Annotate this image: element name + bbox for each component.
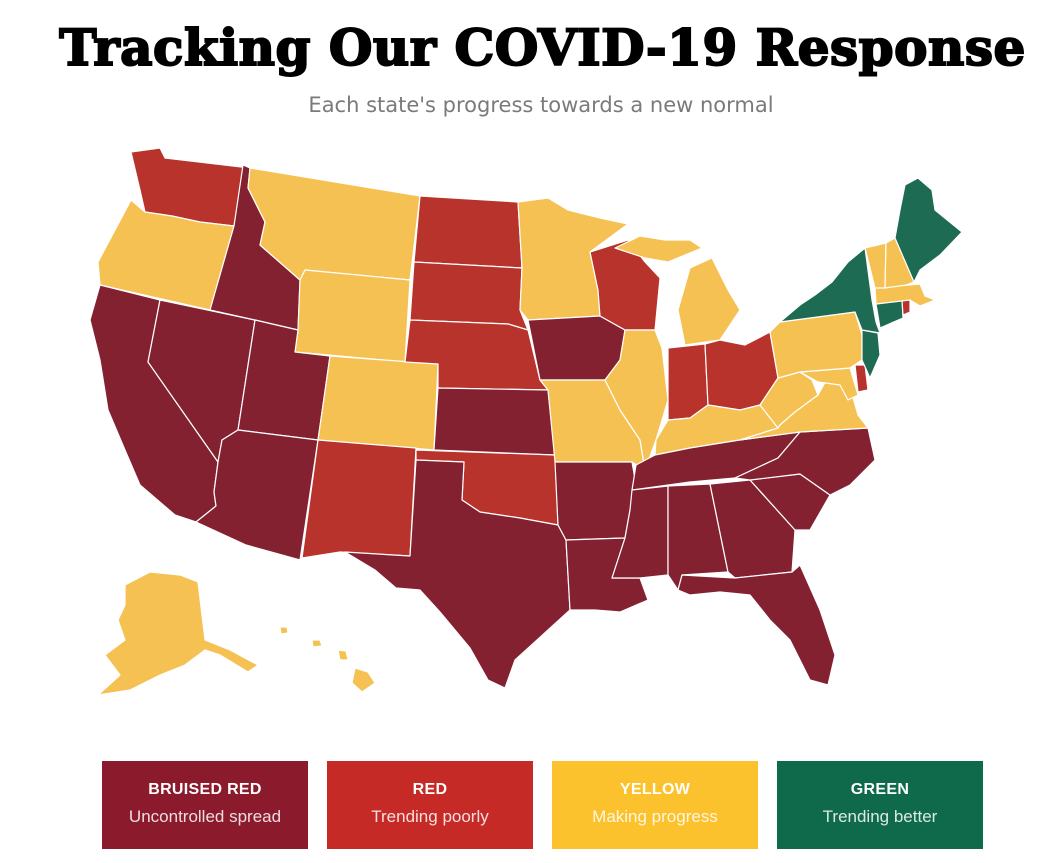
legend-description: Making progress xyxy=(592,807,718,826)
legend-title: YELLOW xyxy=(619,781,691,798)
state-connecticut[interactable] xyxy=(875,299,904,329)
state-delaware[interactable] xyxy=(854,364,869,393)
us-state-map xyxy=(89,147,963,696)
legend-title: RED xyxy=(412,781,448,798)
state-new-hampshire[interactable] xyxy=(884,237,915,289)
state-hawaii-oahu[interactable] xyxy=(311,639,323,648)
legend-description: Trending poorly xyxy=(371,807,489,826)
state-north-dakota[interactable] xyxy=(413,195,523,269)
state-wyoming[interactable] xyxy=(294,269,411,363)
state-kansas[interactable] xyxy=(433,387,556,456)
page-subtitle: Each state's progress towards a new norm… xyxy=(308,93,774,117)
state-iowa[interactable] xyxy=(527,315,626,381)
state-maine[interactable] xyxy=(894,177,963,283)
legend-bruised-red: BRUISED RED Uncontrolled spread xyxy=(102,761,308,849)
state-alaska[interactable] xyxy=(97,571,259,696)
state-massachusetts[interactable] xyxy=(874,283,936,307)
page-title: Tracking Our COVID-19 Response xyxy=(58,17,1026,78)
state-colorado[interactable] xyxy=(317,355,439,451)
state-michigan[interactable] xyxy=(677,257,741,346)
legend-title: BRUISED RED xyxy=(148,781,262,798)
state-texas[interactable] xyxy=(344,459,571,689)
state-new-york[interactable] xyxy=(779,247,881,334)
state-arizona[interactable] xyxy=(195,429,319,561)
state-hawaii-kauai[interactable] xyxy=(279,626,289,635)
state-michigan-upper[interactable] xyxy=(614,235,703,263)
legend-description: Uncontrolled spread xyxy=(128,807,282,826)
legend-description: Trending better xyxy=(822,807,938,826)
state-hawaii-big-island[interactable] xyxy=(351,667,376,693)
legend-yellow: YELLOW Making progress xyxy=(552,761,758,849)
state-rhode-island[interactable] xyxy=(901,299,911,316)
state-hawaii-maui[interactable] xyxy=(337,649,349,661)
legend-green: GREEN Trending better xyxy=(777,761,983,849)
legend-red: RED Trending poorly xyxy=(327,761,533,849)
state-new-mexico[interactable] xyxy=(301,439,417,559)
legend-title: GREEN xyxy=(850,781,910,798)
state-south-dakota[interactable] xyxy=(409,261,529,331)
state-florida[interactable] xyxy=(677,564,836,686)
state-arkansas[interactable] xyxy=(554,461,637,541)
